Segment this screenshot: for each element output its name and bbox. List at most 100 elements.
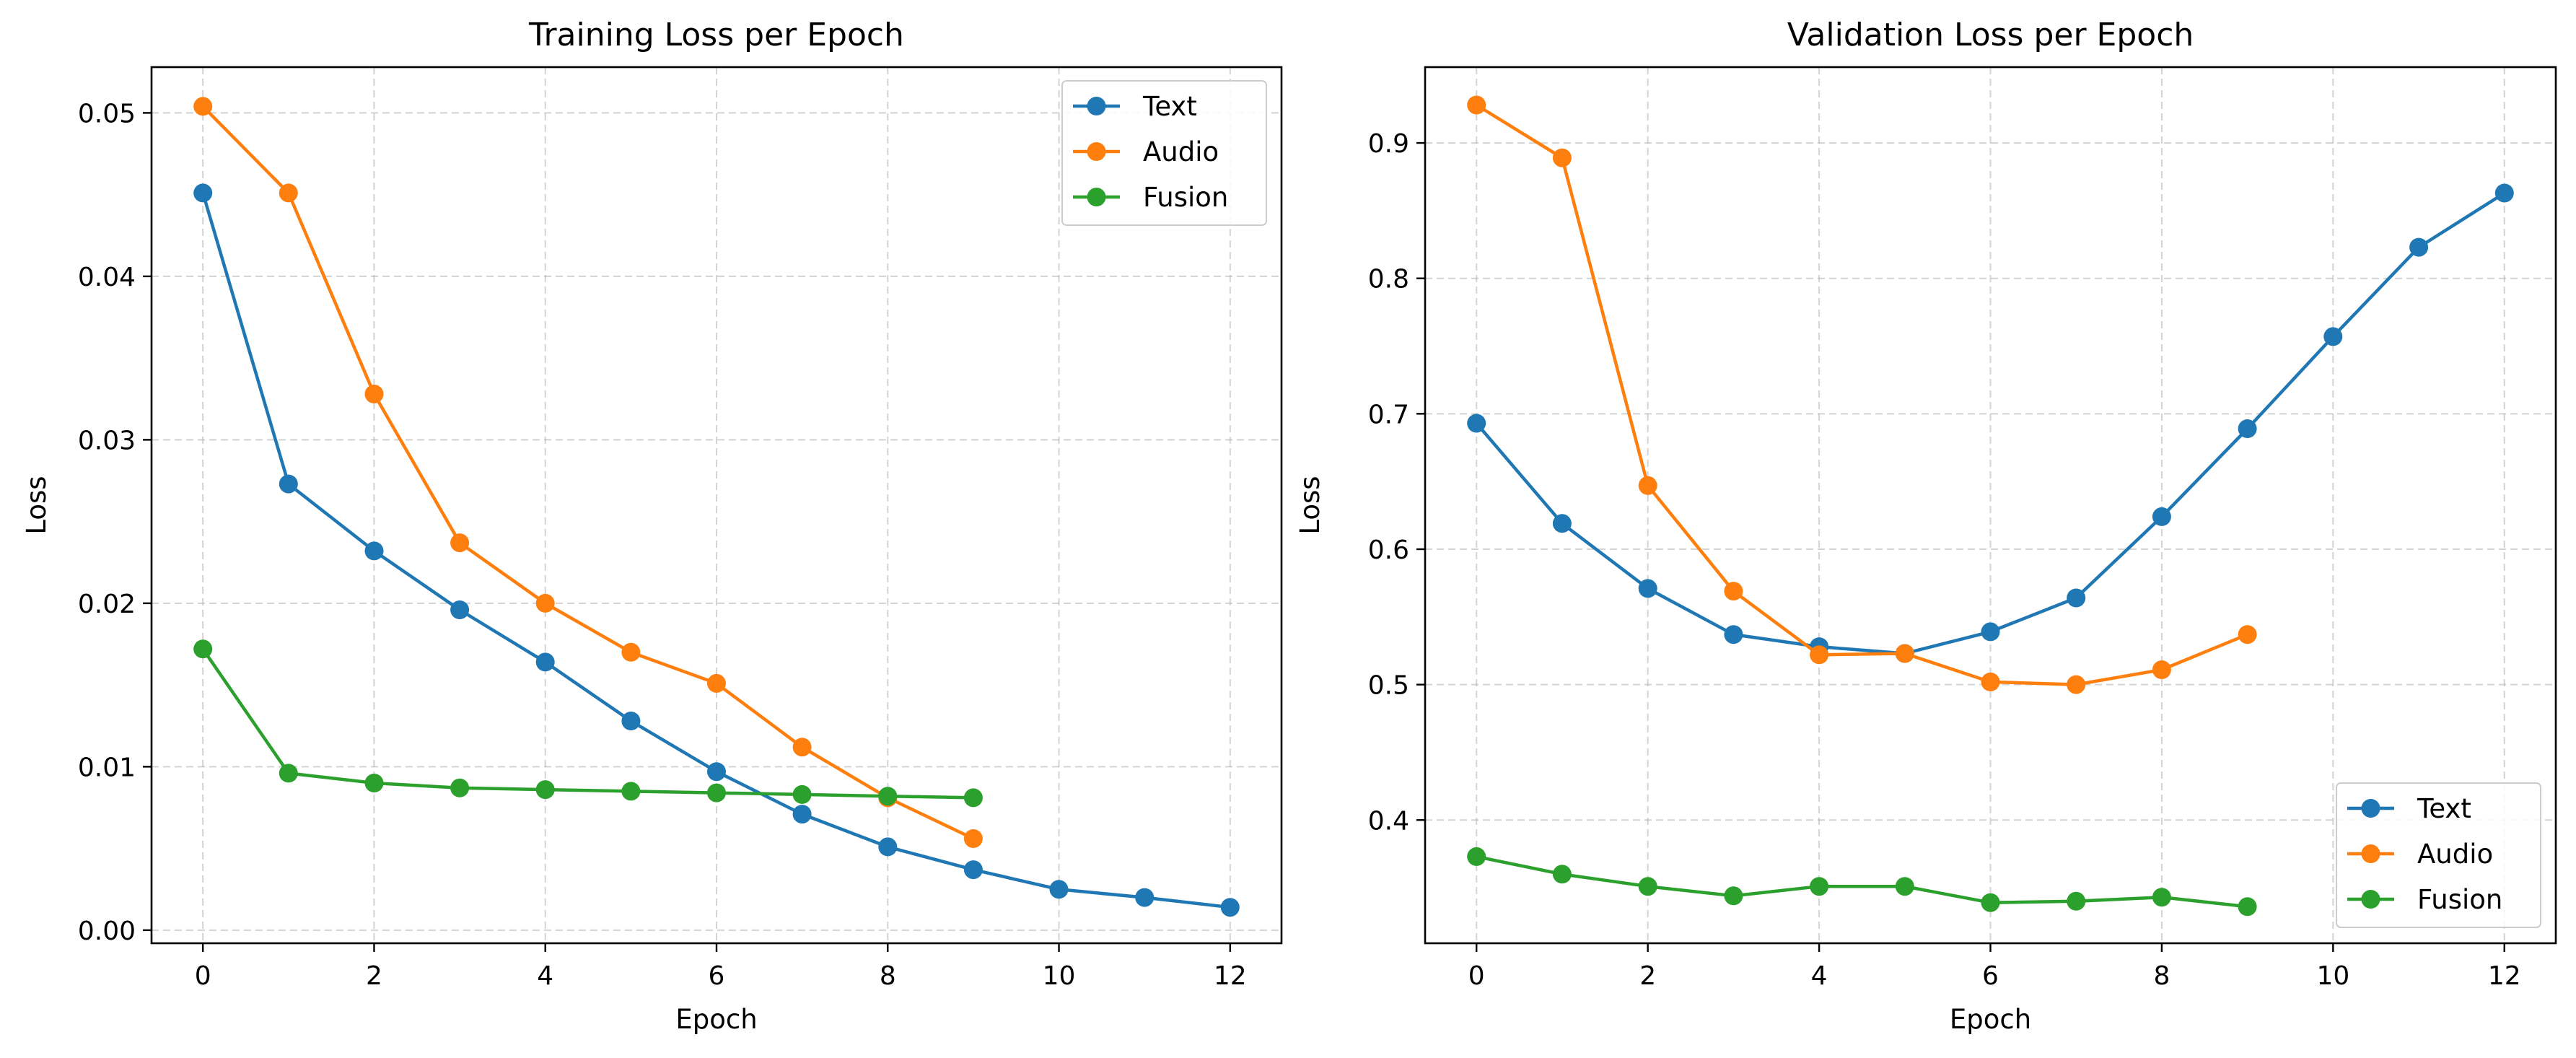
legend-label-fusion: Fusion [2417, 884, 2502, 915]
data-point-audio [707, 673, 726, 693]
data-point-fusion [2067, 891, 2086, 911]
x-tick-label: 4 [537, 961, 553, 991]
y-tick-label: 0.01 [78, 753, 136, 782]
data-point-fusion [1895, 877, 1914, 896]
data-point-text [193, 183, 213, 203]
data-point-audio [1552, 148, 1572, 167]
data-point-text [1638, 579, 1657, 598]
data-point-audio [2238, 625, 2257, 644]
chart-title: Training Loss per Epoch [528, 17, 904, 53]
y-tick-label: 0.8 [1368, 265, 1409, 294]
series-line-fusion [1476, 854, 2248, 909]
x-tick-label: 4 [1811, 961, 1828, 991]
y-tick-label: 0.04 [78, 263, 136, 292]
legend: Text Audio Fusion [2336, 782, 2541, 928]
data-point-fusion [621, 782, 641, 801]
data-point-audio [450, 533, 470, 553]
legend-label-audio: Audio [2417, 839, 2493, 870]
data-point-text [1049, 880, 1069, 899]
data-point-fusion [535, 780, 555, 800]
data-point-fusion [878, 787, 898, 806]
x-tick-label: 8 [880, 961, 896, 991]
x-tick-label: 2 [1639, 961, 1656, 991]
data-point-text [707, 762, 726, 782]
data-point-text [792, 805, 812, 824]
chart-title: Validation Loss per Epoch [1787, 17, 2194, 53]
data-point-fusion [1981, 893, 2000, 912]
y-axis-label: Loss [1294, 476, 1326, 534]
data-point-text [963, 860, 983, 880]
data-point-text [1552, 514, 1572, 533]
data-point-fusion [1638, 877, 1657, 896]
data-point-text [2323, 327, 2343, 346]
y-tick-label: 0.6 [1368, 535, 1409, 565]
data-point-audio [193, 97, 213, 116]
series-line-audio [1476, 103, 2248, 686]
y-tick-label: 0.5 [1368, 671, 1409, 701]
data-point-fusion [792, 784, 812, 804]
series-line-audio [201, 105, 974, 841]
legend-label-fusion: Fusion [1143, 182, 1228, 213]
x-tick-label: 8 [2153, 961, 2170, 991]
y-tick-label: 0.02 [78, 590, 136, 619]
legend-label-text: Text [2417, 793, 2471, 824]
data-point-text [2409, 237, 2429, 257]
data-point-text [1724, 625, 1743, 644]
data-point-audio [1724, 582, 1743, 601]
x-tick-label: 10 [2316, 961, 2349, 991]
y-tick-label: 0.05 [78, 99, 136, 128]
data-point-fusion [1467, 847, 1486, 866]
series-line-fusion [201, 648, 973, 800]
x-tick-label: 10 [1043, 961, 1076, 991]
data-point-fusion [1810, 877, 1829, 896]
data-point-fusion [1552, 865, 1572, 884]
x-tick-label: 12 [2488, 961, 2521, 991]
data-point-text [1135, 888, 1155, 907]
data-point-text [535, 652, 555, 672]
data-point-audio [279, 183, 298, 203]
training-loss-chart: 0 2 4 6 8 10 12 0.00 0.01 0.02 0.03 0.04 0.05 Train… [21, 17, 1283, 1035]
data-point-audio [364, 385, 384, 403]
data-point-fusion [279, 764, 298, 783]
data-point-text [450, 600, 470, 619]
legend-marker-audio [2361, 844, 2380, 863]
data-point-fusion [450, 778, 470, 797]
data-point-text [1467, 414, 1486, 433]
x-tick-label: 6 [709, 961, 725, 991]
data-point-text [2152, 507, 2171, 526]
data-point-audio [2067, 675, 2086, 694]
x-tick-label: 2 [366, 961, 382, 991]
data-point-text [1981, 622, 2000, 642]
legend-label-text: Text [1142, 91, 1197, 122]
data-point-text [878, 837, 898, 857]
y-tick-label: 0.7 [1368, 400, 1409, 429]
data-point-audio [1810, 645, 1829, 665]
y-tick-label: 0.9 [1368, 129, 1409, 159]
data-point-audio [1467, 95, 1486, 115]
data-point-audio [535, 593, 555, 613]
data-point-audio [2152, 660, 2171, 679]
data-point-audio [963, 829, 983, 848]
legend-marker-text [1087, 97, 1106, 115]
data-point-audio [621, 642, 641, 662]
data-point-text [2494, 183, 2514, 203]
x-axis-label: Epoch [1950, 1004, 2031, 1035]
legend-box [2336, 782, 2541, 928]
data-point-audio [1638, 476, 1657, 495]
legend-marker-fusion [2361, 890, 2380, 909]
data-point-text [621, 712, 641, 730]
data-point-fusion [193, 639, 213, 659]
y-tick-label: 0.4 [1368, 806, 1409, 836]
legend-box [1061, 80, 1267, 226]
y-axis-label: Loss [21, 476, 52, 534]
data-point-fusion [1724, 886, 1743, 906]
x-axis-label: Epoch [675, 1004, 757, 1035]
x-tick-label: 0 [1468, 961, 1485, 991]
legend-marker-text [2361, 799, 2380, 818]
data-point-fusion [707, 783, 726, 803]
data-point-text [279, 474, 298, 494]
data-point-text [1220, 898, 1240, 917]
y-tick-label: 0.00 [78, 917, 136, 946]
x-tick-label: 0 [195, 961, 211, 991]
